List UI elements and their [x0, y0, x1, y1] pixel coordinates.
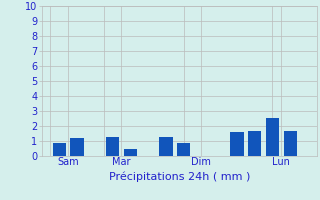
X-axis label: Précipitations 24h ( mm ): Précipitations 24h ( mm ) [108, 172, 250, 182]
Bar [159, 137, 172, 156]
Bar [177, 142, 190, 156]
Bar [70, 138, 84, 156]
Bar [106, 136, 119, 156]
Bar [284, 131, 297, 156]
Bar [266, 118, 279, 156]
Bar [53, 143, 66, 156]
Bar [230, 132, 244, 156]
Bar [248, 130, 261, 156]
Bar [124, 149, 137, 156]
